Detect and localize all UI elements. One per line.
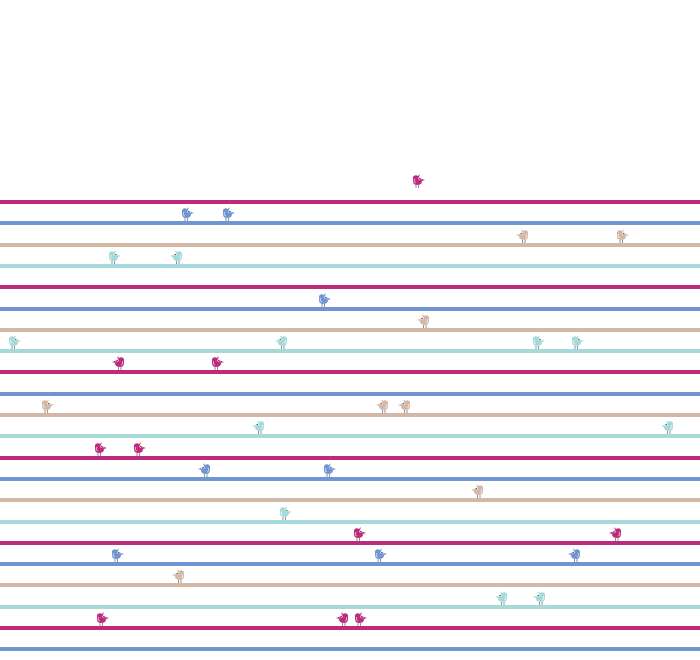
bird-icon — [398, 398, 412, 414]
bird-icon — [278, 505, 292, 521]
bird-icon — [471, 483, 485, 499]
wire-blue — [0, 307, 700, 311]
wire-magenta — [0, 626, 700, 630]
bird-icon — [411, 173, 425, 189]
bird-icon — [40, 398, 54, 414]
bird-icon — [516, 228, 530, 244]
bird-icon — [198, 462, 212, 478]
bird-icon — [495, 590, 509, 606]
bird-icon — [210, 355, 224, 371]
bird-icon — [609, 526, 623, 542]
wire-tan — [0, 243, 700, 247]
bird-icon — [317, 292, 331, 308]
bird-icon — [352, 526, 366, 542]
wire-magenta — [0, 200, 700, 204]
wire-blue — [0, 562, 700, 566]
wire-tan — [0, 583, 700, 587]
bird-icon — [353, 611, 367, 627]
bird-icon — [110, 547, 124, 563]
bird-icon — [172, 568, 186, 584]
wire-blue — [0, 647, 700, 651]
wire-magenta — [0, 370, 700, 374]
bird-icon — [170, 249, 184, 265]
bird-icon — [568, 547, 582, 563]
wire-aqua — [0, 605, 700, 609]
bird-icon — [95, 611, 109, 627]
bird-icon — [417, 313, 431, 329]
bird-icon — [615, 228, 629, 244]
wire-aqua — [0, 434, 700, 438]
bird-icon — [93, 441, 107, 457]
bird-icon — [373, 547, 387, 563]
wire-aqua — [0, 349, 700, 353]
wire-blue — [0, 477, 700, 481]
bird-icon — [533, 590, 547, 606]
bird-icon — [661, 419, 675, 435]
wire-magenta — [0, 456, 700, 460]
wire-magenta — [0, 541, 700, 545]
bird-icon — [376, 398, 390, 414]
bird-icon — [132, 441, 146, 457]
bird-icon — [531, 334, 545, 350]
bird-icon — [180, 206, 194, 222]
wire-tan — [0, 413, 700, 417]
bird-icon — [322, 462, 336, 478]
bird-icon — [7, 334, 21, 350]
bird-icon — [275, 334, 289, 350]
wire-blue — [0, 221, 700, 225]
wire-aqua — [0, 264, 700, 268]
bird-icon — [252, 419, 266, 435]
bird-icon — [336, 611, 350, 627]
wire-tan — [0, 498, 700, 502]
bird-icon — [221, 206, 235, 222]
wire-blue — [0, 392, 700, 396]
wire-aqua — [0, 520, 700, 524]
bird-icon — [570, 334, 584, 350]
wire-magenta — [0, 285, 700, 289]
bird-icon — [112, 355, 126, 371]
bird-icon — [107, 249, 121, 265]
wire-tan — [0, 328, 700, 332]
